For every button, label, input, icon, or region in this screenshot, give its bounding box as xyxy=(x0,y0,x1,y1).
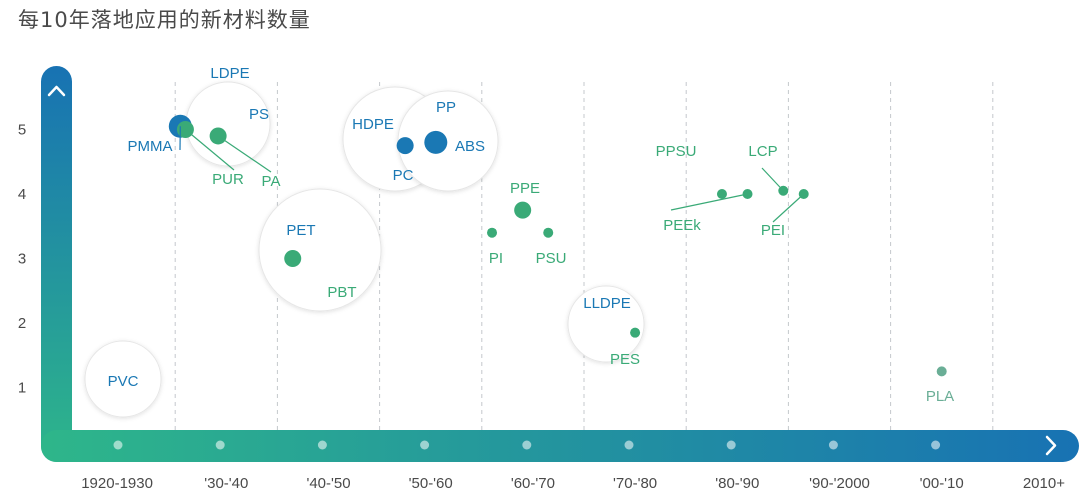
x-tick-label: '50-'60 xyxy=(409,475,453,492)
point-label-pbt: PBT xyxy=(327,284,356,301)
axis-dot xyxy=(624,440,634,450)
x-tick-label: '60-'70 xyxy=(511,475,555,492)
bubble-groups xyxy=(84,81,645,418)
axis-dot xyxy=(317,440,327,450)
point-pi xyxy=(487,227,498,238)
x-tick-label: 2010+ xyxy=(1023,475,1065,492)
bubble-label-pet: PET xyxy=(286,222,315,239)
bubble-label-pp: PP xyxy=(436,99,456,116)
y-tick-label: 2 xyxy=(18,315,26,332)
bubble-label-pvc: PVC xyxy=(108,373,139,390)
x-tick-label: '30-'40 xyxy=(204,475,248,492)
x-tick-label: '70-'80 xyxy=(613,475,657,492)
point-label-peek: PEEk xyxy=(663,217,701,234)
point-label-pmma: PMMA xyxy=(128,138,173,155)
point-label-pes: PES xyxy=(610,351,640,368)
bubble-label-ps: PS xyxy=(249,106,269,123)
x-tick-label: '80-'90 xyxy=(715,475,759,492)
point-label-pi: PI xyxy=(489,250,503,267)
point-ppe xyxy=(514,201,532,219)
axes xyxy=(41,66,1079,462)
x-tick-label: '40-'50 xyxy=(306,475,350,492)
point-pla xyxy=(936,366,947,377)
bubble-outline xyxy=(84,340,162,418)
point-pes xyxy=(630,327,641,338)
point-label-pc: PC xyxy=(393,167,414,184)
tick-labels: 1 2 3 4 5 1920-1930 '30-'40 '40-'50 '50-'60 '60-'… xyxy=(18,122,1065,493)
axis-dot xyxy=(113,440,123,450)
x-tick-label: '00-'10 xyxy=(920,475,964,492)
y-tick-label: 1 xyxy=(18,380,26,397)
bubble-label-lldpe: LLDPE xyxy=(583,295,631,312)
y-axis-bar xyxy=(41,66,72,462)
chevron-right-icon xyxy=(1045,435,1057,456)
leader-line xyxy=(761,167,784,192)
chevron-up-icon xyxy=(47,85,66,97)
point-label-psu: PSU xyxy=(536,250,567,267)
bubble-label-hdpe: HDPE xyxy=(352,116,394,133)
point-label-ppsu: PPSU xyxy=(656,143,697,160)
bubble-outline xyxy=(185,81,271,167)
y-tick-label: 4 xyxy=(18,186,26,203)
point-label-pla: PLA xyxy=(926,388,954,405)
leader-line xyxy=(217,135,272,173)
x-tick-label: 1920-1930 xyxy=(81,475,153,492)
point-label-lcp: LCP xyxy=(748,143,777,160)
point-pbt xyxy=(284,250,302,267)
chart-title: 每10年落地应用的新材料数量 xyxy=(18,8,311,32)
bubble-outline xyxy=(567,285,645,363)
leader-line xyxy=(185,129,235,171)
axis-dot xyxy=(420,440,430,450)
point-psu xyxy=(543,227,554,238)
point-label-pa: PA xyxy=(262,173,281,190)
bubble-outline xyxy=(258,188,382,312)
y-tick-label: 5 xyxy=(18,122,26,139)
x-axis-bar xyxy=(41,430,1079,462)
bubble-outline xyxy=(397,90,499,192)
point-label-pur: PUR xyxy=(212,171,244,188)
data-labels: PMMA PUR PA PBT PC ABS PPE PI PSU PES PPSU PEEk LCP P… xyxy=(108,65,955,405)
axis-dot xyxy=(215,440,225,450)
axis-dot xyxy=(828,440,838,450)
axis-dot xyxy=(522,440,532,450)
point-abs xyxy=(424,130,448,154)
point-label-abs: ABS xyxy=(455,138,485,155)
point-ppsu xyxy=(716,189,727,199)
leader-line xyxy=(772,193,805,223)
axis-dot xyxy=(726,440,736,450)
x-tick-label: '90-'2000 xyxy=(809,475,870,492)
leader-line xyxy=(670,193,748,211)
axis-dot xyxy=(931,440,941,450)
point-label-pei: PEI xyxy=(761,222,785,239)
point-pc xyxy=(396,137,414,155)
y-tick-label: 3 xyxy=(18,251,26,268)
bubble-label-ldpe: LDPE xyxy=(210,65,249,82)
point-label-ppe: PPE xyxy=(510,180,540,197)
